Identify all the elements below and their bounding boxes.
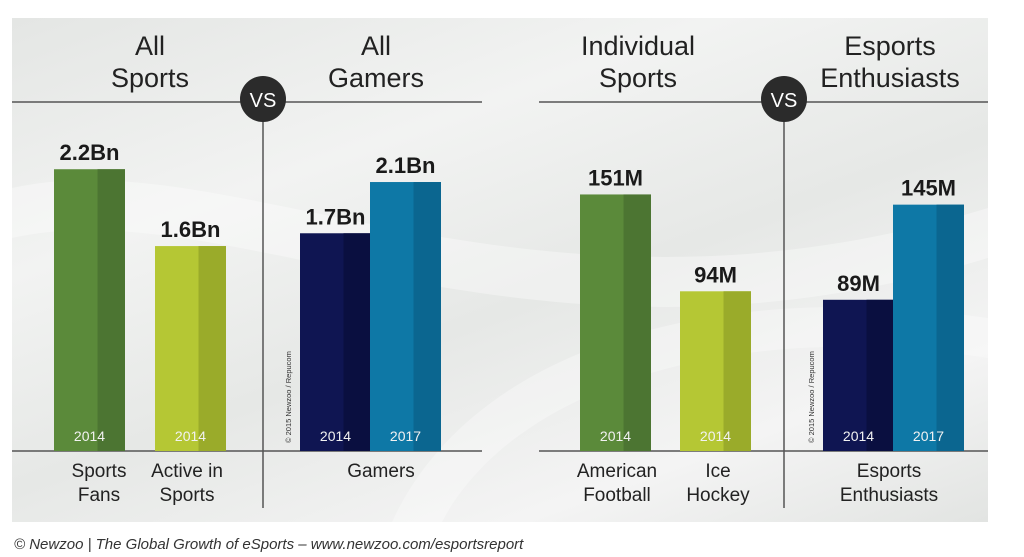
infographic-panel: All Sports 2.2Bn 2014 1.6Bn 2014 Sports Fans Act… bbox=[12, 18, 988, 522]
bar-year-label: 2017 bbox=[913, 428, 944, 444]
bar-value-label: 145M bbox=[901, 176, 956, 201]
category-label: Esports bbox=[857, 461, 921, 482]
bar-value-label: 2.2Bn bbox=[60, 140, 120, 165]
bar-value-label: 89M bbox=[837, 271, 880, 296]
category-label: Sports bbox=[72, 461, 127, 482]
category-label: Enthusiasts bbox=[840, 485, 938, 506]
bar-year-label: 2014 bbox=[700, 428, 731, 444]
bar-shade bbox=[97, 169, 125, 451]
category-label: Ice bbox=[705, 461, 730, 482]
bar-year-label: 2014 bbox=[600, 428, 631, 444]
section-title: Sports bbox=[599, 63, 677, 93]
vs-label: VS bbox=[250, 90, 277, 112]
category-label: American bbox=[577, 461, 657, 482]
section-title: Gamers bbox=[328, 63, 424, 93]
bar-value-label: 151M bbox=[588, 165, 643, 190]
vs-label: VS bbox=[771, 90, 798, 112]
vs-badge bbox=[761, 76, 807, 122]
bar-shade bbox=[198, 246, 226, 451]
comparison-bar-charts: AllSports2.2Bn20141.6Bn2014SportsFansAct… bbox=[12, 31, 988, 522]
bar-value-label: 1.6Bn bbox=[161, 217, 221, 242]
bar-year-label: 2014 bbox=[320, 428, 351, 444]
bar-shade bbox=[413, 182, 441, 452]
bar-year-label: 2017 bbox=[390, 428, 421, 444]
category-label: Sports bbox=[160, 485, 215, 506]
category-label: Gamers bbox=[347, 461, 415, 482]
bar-value-label: 1.7Bn bbox=[306, 204, 366, 229]
section-title: All bbox=[361, 31, 391, 61]
source-caption: © Newzoo | The Global Growth of eSports … bbox=[14, 536, 524, 553]
category-label: Active in bbox=[151, 461, 223, 482]
category-label: Football bbox=[583, 485, 651, 506]
section-title: Enthusiasts bbox=[820, 63, 960, 93]
bar-year-label: 2014 bbox=[843, 428, 874, 444]
bar-shade bbox=[723, 291, 751, 451]
bar-shade bbox=[866, 299, 894, 451]
vs-badge bbox=[240, 76, 286, 122]
bar-value-label: 94M bbox=[694, 262, 737, 287]
copyright-text: © 2015 Newzoo / Repucom bbox=[807, 351, 816, 443]
category-label: Hockey bbox=[686, 485, 750, 506]
bar-shade bbox=[936, 204, 964, 451]
bar-year-label: 2014 bbox=[74, 428, 105, 444]
section-title: Sports bbox=[111, 63, 189, 93]
section-title: All bbox=[135, 31, 165, 61]
bar-value-label: 2.1Bn bbox=[376, 153, 436, 178]
bar-shade bbox=[343, 233, 371, 451]
background-swoosh bbox=[12, 180, 988, 307]
section-title: Individual bbox=[581, 31, 695, 61]
bar-year-label: 2014 bbox=[175, 428, 206, 444]
copyright-text: © 2015 Newzoo / Repucom bbox=[284, 351, 293, 443]
section-title: Esports bbox=[844, 31, 936, 61]
category-label: Fans bbox=[78, 485, 120, 506]
bar-shade bbox=[623, 194, 651, 451]
